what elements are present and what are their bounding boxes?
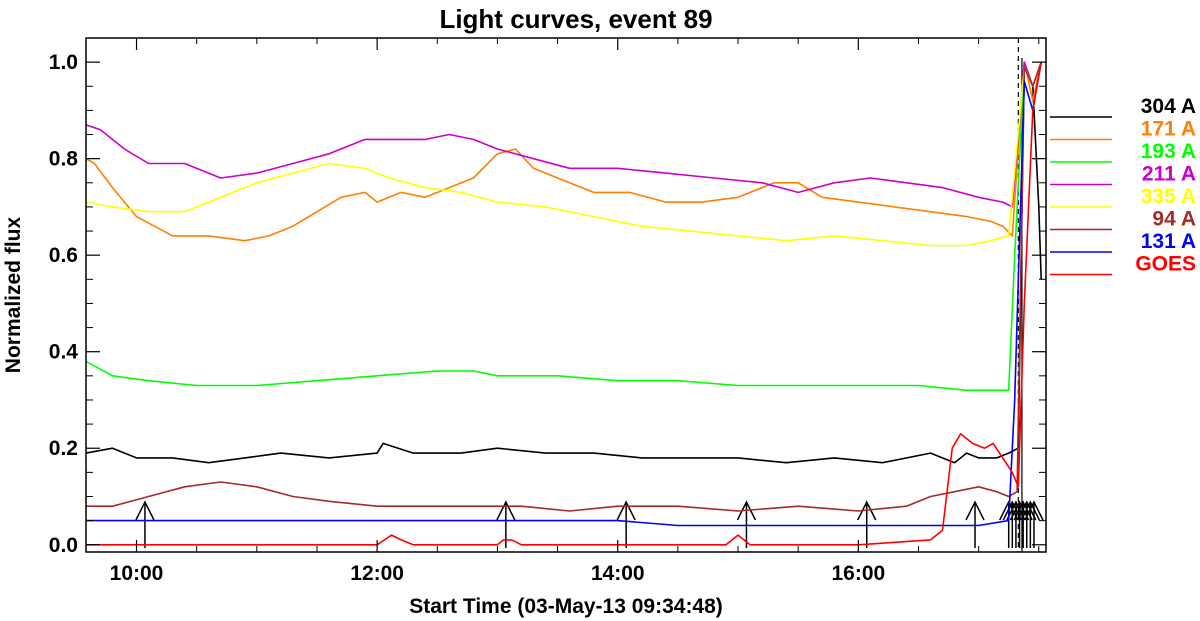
legend-item-94-a: 94 A: [1050, 208, 1196, 231]
legend-label: 304 A: [1141, 95, 1196, 118]
legend-item-193-a: 193 A: [1050, 140, 1196, 163]
legend-label: 211 A: [1142, 163, 1196, 186]
series-line-193-a: [86, 61, 1042, 392]
legend-item-335-a: 335 A: [1050, 185, 1196, 208]
event-arrow: [616, 500, 636, 548]
y-tick-label: 0.4: [49, 341, 79, 364]
x-axis-label: Start Time (03-May-13 09:34:48): [409, 595, 723, 618]
y-tick-label: 0.0: [49, 534, 78, 557]
legend-label: 335 A: [1141, 185, 1196, 208]
legend-label: GOES: [1135, 253, 1196, 276]
legend-item-304-a: 304 A: [1050, 95, 1196, 118]
x-tick-label: 14:00: [591, 562, 645, 585]
y-tick-label: 0.6: [49, 244, 78, 267]
legend-item-131-a: 131 A: [1050, 230, 1196, 253]
legend-item-171-a: 171 A: [1050, 118, 1196, 141]
legend-item-211-a: 211 A: [1050, 163, 1196, 186]
legend-label: 131 A: [1141, 230, 1196, 253]
legend-label: 193 A: [1141, 140, 1196, 163]
series-line-171-a: [86, 61, 1042, 242]
series-line-335-a: [86, 61, 1042, 247]
legend-item-goes: GOES: [1050, 253, 1196, 276]
y-tick-label: 0.8: [49, 148, 79, 171]
y-axis-label: Normalized flux: [2, 217, 25, 374]
y-tick-label: 0.2: [49, 437, 78, 460]
event-arrow: [1024, 500, 1044, 548]
chart-title: Light curves, event 89: [439, 4, 712, 34]
event-arrow: [135, 500, 155, 548]
series-line-131-a: [86, 61, 1042, 527]
event-arrow: [496, 500, 516, 548]
legend-label: 94 A: [1152, 208, 1196, 231]
axis-ticks: 10:00 12:00 14:00 16:00 0.0 0.2 0.4 0.6 0.8 1.0: [49, 38, 1046, 585]
plot-frame: [85, 37, 1047, 553]
series-line-goes: [86, 61, 1042, 546]
series-line-211-a: [86, 61, 1042, 208]
series-line-304-a: [86, 61, 1042, 464]
legend-label: 171 A: [1141, 118, 1196, 141]
x-tick-label: 10:00: [110, 562, 164, 585]
y-tick-label: 1.0: [49, 51, 78, 74]
plot-content: [86, 38, 1044, 552]
plot-area: [86, 38, 1044, 552]
series-line-94-a: [86, 61, 1042, 512]
x-tick-label: 16:00: [831, 562, 885, 585]
x-tick-label: 12:00: [350, 562, 404, 585]
